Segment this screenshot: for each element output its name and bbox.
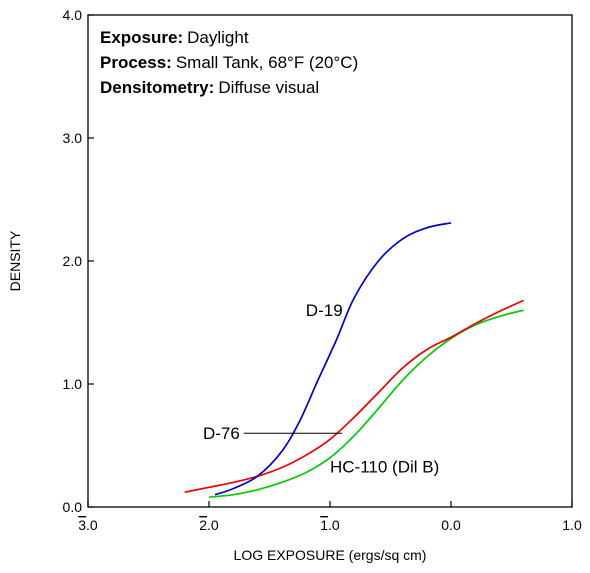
- info-key: Exposure:: [100, 28, 183, 47]
- info-value: Daylight: [187, 28, 249, 47]
- y-tick-label: 2.0: [63, 253, 83, 269]
- curve-label: D-19: [306, 301, 343, 320]
- x-tick-fraction: .0: [86, 517, 98, 533]
- x-tick-label: 1.0: [320, 517, 340, 533]
- y-tick-label: 3.0: [63, 130, 83, 146]
- annotation-layer: D-19 D-76 HC-110 (Dil B): [203, 301, 439, 476]
- x-tick-bar-digit: 2: [199, 517, 207, 533]
- y-axis-title: DENSITY: [7, 230, 23, 291]
- x-axis-title: LOG EXPOSURE (ergs/sq cm): [234, 547, 427, 563]
- series-line-d-19: [214, 222, 452, 496]
- x-tick-label: 2.0: [199, 517, 219, 533]
- info-box: Exposure: Daylight Process: Small Tank, 68…: [100, 28, 358, 97]
- info-key: Process:: [100, 53, 172, 72]
- x-tick-bar-digit: 1: [320, 517, 328, 533]
- x-tick-label: 0.0: [441, 517, 461, 533]
- x-tick-label: 1.0: [562, 517, 582, 533]
- series-layer: [184, 222, 524, 499]
- info-value: Diffuse visual: [218, 78, 319, 97]
- y-tick-label: 0.0: [63, 499, 83, 515]
- series-line-d-76: [184, 299, 524, 494]
- y-axis-ticks: 0.0 1.0 2.0 3.0 4.0: [63, 7, 94, 515]
- x-tick-fraction: .0: [328, 517, 340, 533]
- series-line-hc-110-dil-b: [208, 309, 524, 499]
- y-tick-label: 1.0: [63, 376, 83, 392]
- x-tick-fraction: .0: [207, 517, 219, 533]
- curve-label: HC-110 (Dil B): [330, 457, 439, 476]
- x-tick-bar-digit: 3: [78, 517, 86, 533]
- info-key: Densitometry:: [100, 78, 214, 97]
- info-line-process: Process: Small Tank, 68°F (20°C): [100, 53, 358, 72]
- y-tick-label: 4.0: [63, 7, 83, 23]
- x-axis-ticks: 3.0 2.0 1.0 0.0 1.0: [78, 501, 582, 533]
- curve-label: D-76: [203, 424, 240, 443]
- info-value: Small Tank, 68°F (20°C): [176, 53, 358, 72]
- x-tick-label: 3.0: [78, 517, 98, 533]
- info-line-densitometry: Densitometry: Diffuse visual: [100, 78, 319, 97]
- info-line-exposure: Exposure: Daylight: [100, 28, 249, 47]
